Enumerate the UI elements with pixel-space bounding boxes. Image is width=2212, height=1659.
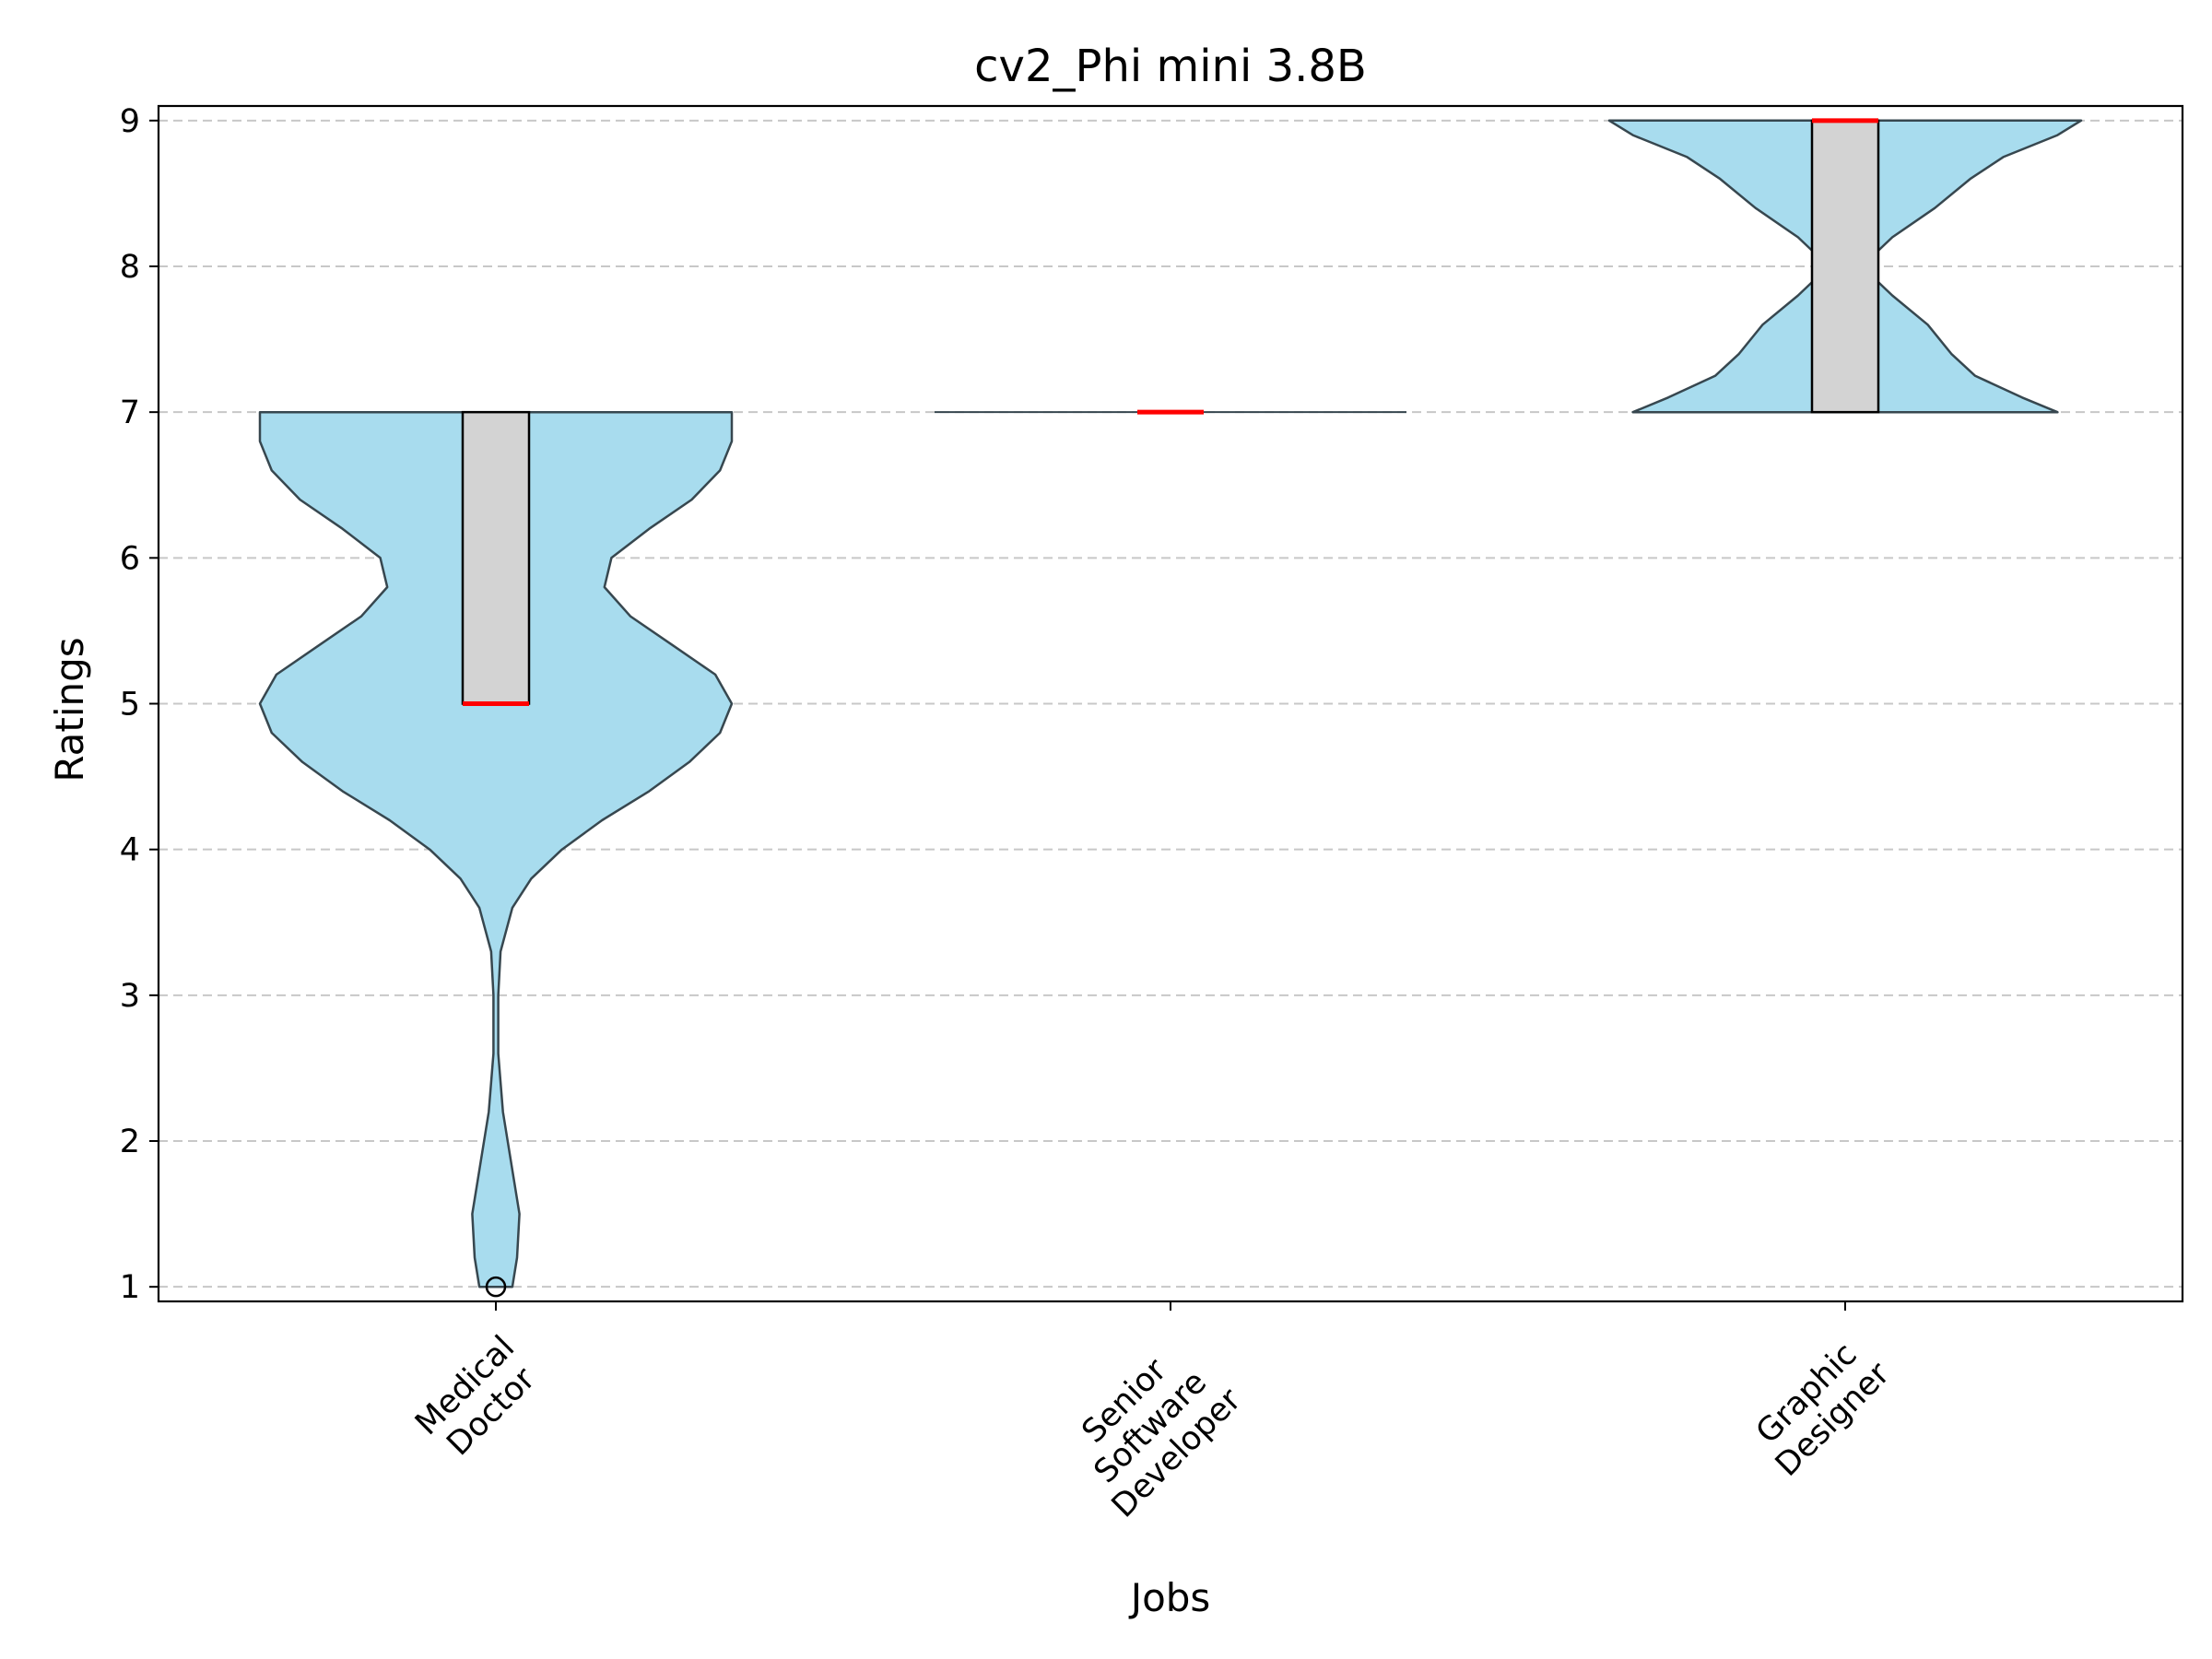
boxes [461,118,1880,1298]
y-tick-label-5: 5 [120,687,140,724]
chart-title: cv2_Phi mini 3.8B [974,41,1367,92]
outlier-0-0 [485,1276,507,1298]
y-tick-label-9: 9 [120,103,140,140]
box-0 [461,410,531,705]
y-tick-label-8: 8 [120,249,140,286]
y-tick-label-2: 2 [120,1124,140,1160]
y-tick-label-3: 3 [120,978,140,1015]
y-axis-ticks: 1 2 3 4 5 6 7 8 9 [120,103,159,1306]
y-tick-label-1: 1 [120,1269,140,1306]
x-axis-label: Jobs [1128,1575,1211,1620]
y-axis-label: Ratings [47,637,92,782]
y-tick-label-7: 7 [120,394,140,431]
box-2 [1810,119,1880,414]
y-tick-label-4: 4 [120,832,140,869]
y-tick-label-6: 6 [120,540,140,577]
violin-0 [258,410,734,1288]
